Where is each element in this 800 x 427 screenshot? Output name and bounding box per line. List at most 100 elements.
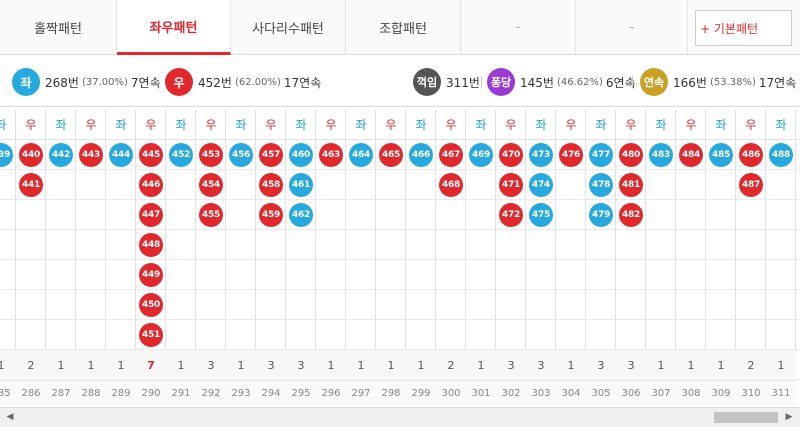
pattern-column: 좌 439 1285 xyxy=(0,110,16,405)
grid-row-line xyxy=(0,319,800,320)
streak-count: 1 xyxy=(466,350,496,380)
right-count: 452번 xyxy=(198,75,232,90)
round-number: 287 xyxy=(46,380,76,405)
streak-count: 3 xyxy=(196,350,226,380)
round-number: 303 xyxy=(526,380,556,405)
result-ball: 451 xyxy=(139,323,163,347)
bounce-streak: 6연속 xyxy=(605,75,636,90)
bounce-percent: (46.62%) xyxy=(556,76,603,88)
basic-pattern-button[interactable]: + 기본패턴 xyxy=(695,10,792,46)
result-ball: 460 xyxy=(289,143,313,167)
result-ball: 477 xyxy=(589,143,613,167)
streak-count: 3 xyxy=(586,350,616,380)
stat-alternate: 꺽임 311번 xyxy=(413,68,480,96)
round-number: 299 xyxy=(406,380,436,405)
grid-row-line xyxy=(0,349,800,350)
tab-combination-pattern[interactable]: 조합패턴 xyxy=(346,0,461,55)
pattern-column: 좌 464 1 297 xyxy=(346,110,376,405)
result-ball: 468 xyxy=(439,173,463,197)
column-side-label: 우 xyxy=(16,110,46,140)
pattern-column: 좌 456 1 293 xyxy=(226,110,256,405)
tab-empty-2[interactable]: - xyxy=(576,0,688,55)
result-ball: 476 xyxy=(559,143,583,167)
stat-bounce: 퐁당 145번 (46.62%) 6연속 xyxy=(487,68,636,96)
pattern-column: 좌 485 1 309 xyxy=(706,110,736,405)
consecutive-count: 166번 xyxy=(673,75,707,90)
alternate-count: 311번 xyxy=(446,75,480,90)
column-side-label: 우 xyxy=(256,110,286,140)
column-side-label: 좌 xyxy=(646,110,676,140)
streak-count: 3 xyxy=(496,350,526,380)
column-side-label: 좌 xyxy=(406,110,436,140)
alternate-badge: 꺽임 xyxy=(413,68,441,96)
result-ball: 462 xyxy=(289,203,313,227)
scroll-left-arrow-icon[interactable]: ◀ xyxy=(6,412,14,422)
pattern-stats-bar: 좌 268번 (37.00%) 7연속 우 452번 (62.00%) 17연속… xyxy=(0,56,800,107)
pattern-column: 우 486 487 2 310 xyxy=(736,110,766,405)
scroll-thumb[interactable] xyxy=(714,412,778,423)
result-ball: 466 xyxy=(409,143,433,167)
grid-row-line xyxy=(0,169,800,170)
result-ball: 440 xyxy=(19,143,43,167)
round-number: 300 xyxy=(436,380,466,405)
horizontal-scrollbar[interactable]: ◀ ▶ xyxy=(0,407,800,427)
result-ball: 444 xyxy=(109,143,133,167)
pattern-column: 좌 442 1 287 xyxy=(46,110,76,405)
column-side-label: 좌 xyxy=(286,110,316,140)
streak-count: 2 xyxy=(736,350,766,380)
result-ball: 452 xyxy=(169,143,193,167)
result-ball: 464 xyxy=(349,143,373,167)
column-side-label: 좌 xyxy=(0,110,16,140)
consecutive-percent: (53.38%) xyxy=(709,76,756,88)
round-number: 290 xyxy=(136,380,166,405)
result-ball: 463 xyxy=(319,143,343,167)
streak-count: 3 xyxy=(286,350,316,380)
tab-left-right-pattern[interactable]: 좌우패턴 xyxy=(117,0,231,55)
pattern-column: 좌 460 461 462 3 295 xyxy=(286,110,316,405)
result-ball: 448 xyxy=(139,233,163,257)
result-ball: 453 xyxy=(199,143,223,167)
tab-empty-1[interactable]: - xyxy=(461,0,576,55)
result-ball: 450 xyxy=(139,293,163,317)
bounce-count: 145번 xyxy=(520,75,554,90)
result-ball: 482 xyxy=(619,203,643,227)
column-side-label: 우 xyxy=(196,110,226,140)
streak-count: 1 xyxy=(226,350,256,380)
pattern-column: 우 463 1 296 xyxy=(316,110,346,405)
streak-count: 1 xyxy=(316,350,346,380)
round-number: 298 xyxy=(376,380,406,405)
left-streak: 7연속 xyxy=(130,75,161,90)
streak-count: 3 xyxy=(256,350,286,380)
pattern-column: 우 443 1 288 xyxy=(76,110,106,405)
result-ball: 481 xyxy=(619,173,643,197)
result-ball: 472 xyxy=(499,203,523,227)
scroll-right-arrow-icon[interactable]: ▶ xyxy=(785,412,793,422)
round-number: 305 xyxy=(586,380,616,405)
result-ball: 484 xyxy=(679,143,703,167)
tab-odd-even-pattern[interactable]: 홀짝패턴 xyxy=(0,0,117,55)
result-ball: 474 xyxy=(529,173,553,197)
column-side-label: 좌 xyxy=(466,110,496,140)
result-ball: 459 xyxy=(259,203,283,227)
tab-ladder-number-pattern[interactable]: 사다리수패턴 xyxy=(231,0,346,55)
result-ball: 449 xyxy=(139,263,163,287)
pattern-grid: 좌4391285우4404412286좌4421287우4431288좌4441… xyxy=(0,110,800,405)
pattern-column: 좌 452 1 291 xyxy=(166,110,196,405)
pattern-column: 좌 477 478 479 3 305 xyxy=(586,110,616,405)
round-number: 310 xyxy=(736,380,766,405)
result-ball: 457 xyxy=(259,143,283,167)
streak-count: 1 xyxy=(556,350,586,380)
round-number: 306 xyxy=(616,380,646,405)
pattern-column: 우 440 441 2 286 xyxy=(16,110,46,405)
pattern-column: 좌 444 1 289 xyxy=(106,110,136,405)
round-number: 291 xyxy=(166,380,196,405)
pattern-column: 좌 483 1 307 xyxy=(646,110,676,405)
streak-count: 1 xyxy=(676,350,706,380)
result-ball: 471 xyxy=(499,173,523,197)
left-badge: 좌 xyxy=(12,68,40,96)
pattern-column: 좌 473 474 475 3 303 xyxy=(526,110,556,405)
bounce-badge: 퐁당 xyxy=(487,68,515,96)
right-percent: (62.00%) xyxy=(234,76,281,88)
round-number: 311 xyxy=(766,380,796,405)
pattern-column: 좌 466 1 299 xyxy=(406,110,436,405)
